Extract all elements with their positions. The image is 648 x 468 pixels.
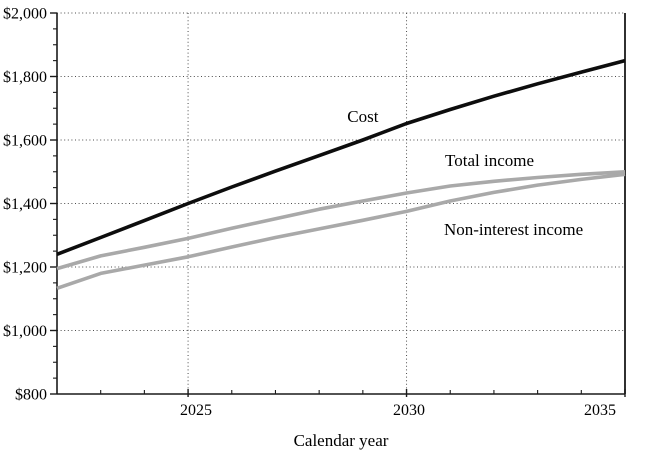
series-label-cost: Cost [347,107,378,126]
cost-line [56,58,626,256]
x-axis-title: Calendar year [294,431,389,450]
y-tick-label: $1,000 [3,323,47,340]
y-tick-label: $800 [15,387,47,404]
y-tick-label: $2,000 [3,6,47,23]
x-tick-label: 2025 [180,402,212,419]
series-label-total-income: Total income [445,151,534,170]
total-income-line [56,170,626,271]
non-interest-income-line [56,172,626,291]
y-tick-label: $1,400 [3,196,47,213]
y-tick-label: $1,600 [3,133,47,150]
series-label-non-interest-income: Non-interest income [444,220,583,239]
y-tick-label: $1,200 [3,260,47,277]
y-tick-label: $1,800 [3,69,47,86]
x-tick-label: 2030 [393,402,425,419]
x-tick-label: 2035 [584,402,616,419]
